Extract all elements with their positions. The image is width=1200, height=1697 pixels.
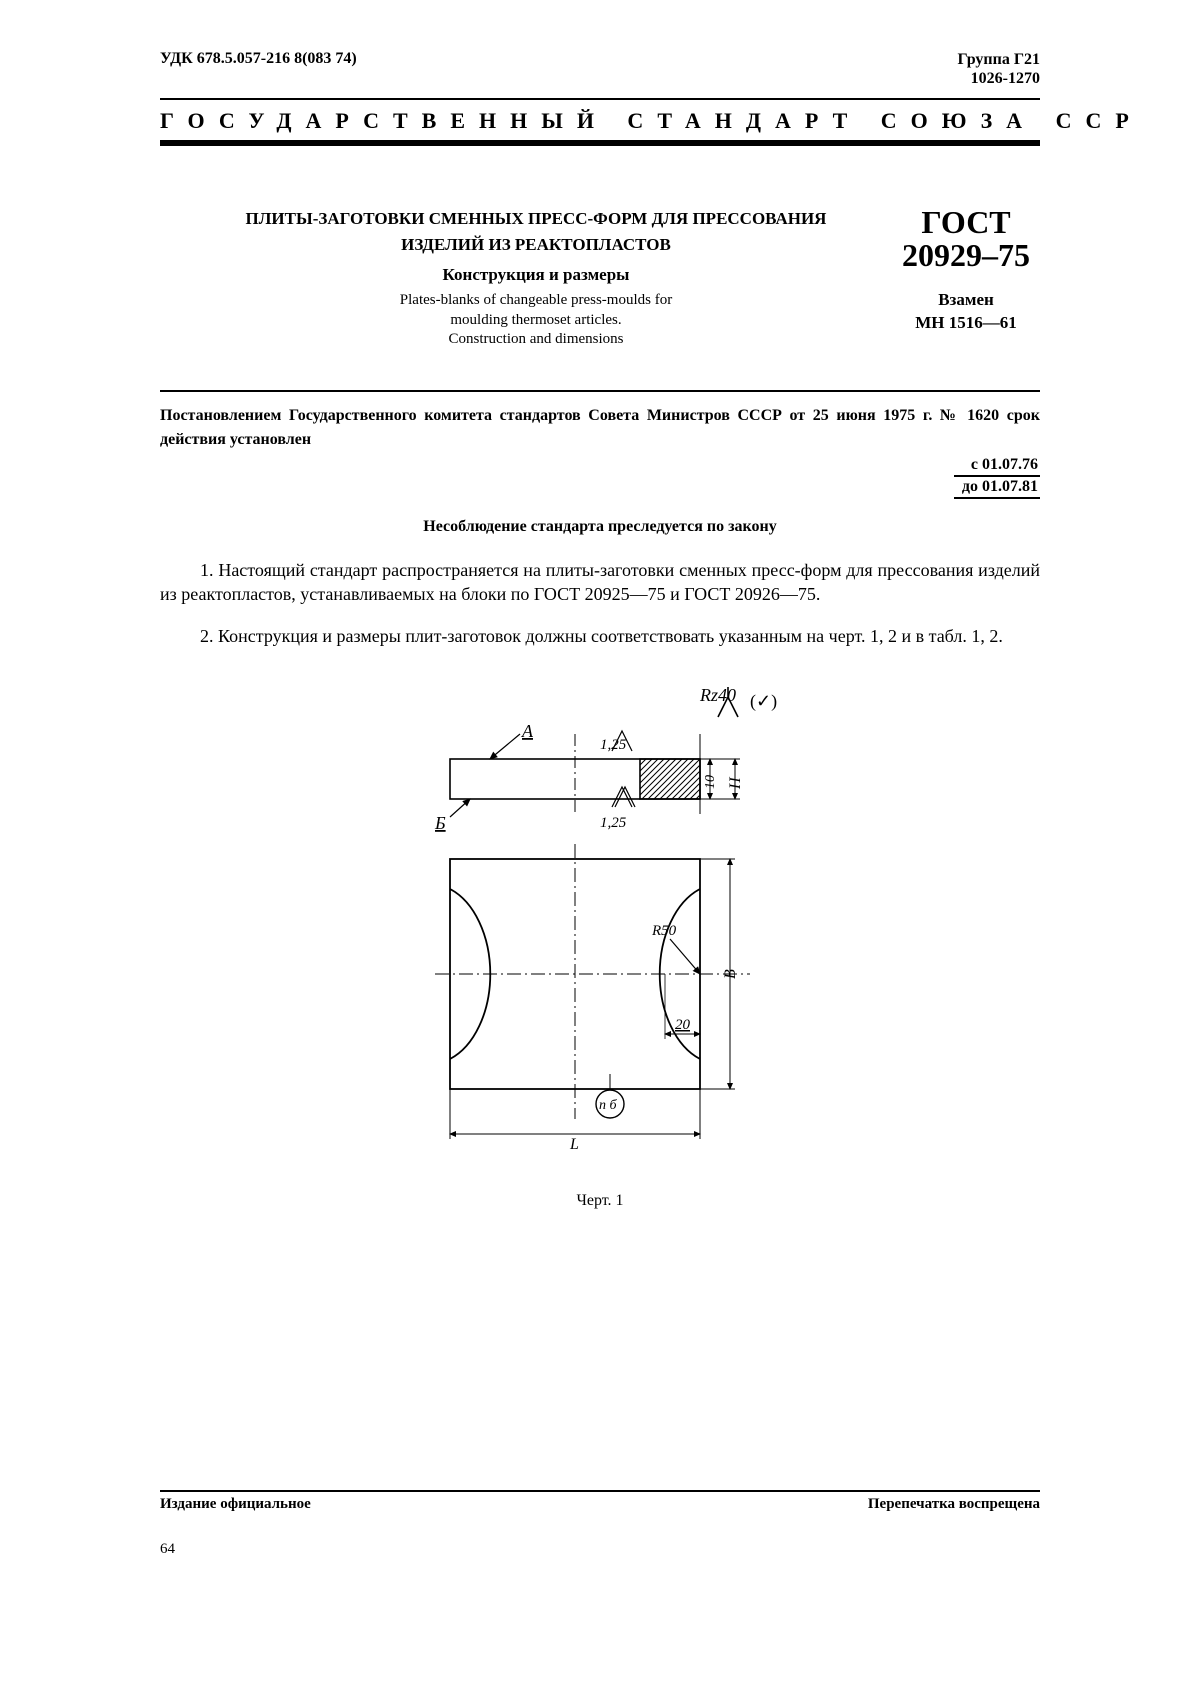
udk-code: УДК 678.5.057-216 8(083 74) bbox=[160, 50, 357, 68]
paragraph-1: 1. Настоящий стандарт распространяется н… bbox=[160, 558, 1040, 607]
standard-banner: ГОСУДАРСТВЕННЫЙ СТАНДАРТ СОЮЗА ССР bbox=[160, 98, 1040, 146]
dim-125-top: 1,25 bbox=[600, 737, 627, 753]
header-right: Группа Г21 1026-1270 bbox=[958, 50, 1040, 88]
title-en-2: moulding thermoset articles. bbox=[450, 312, 621, 328]
law-warning: Несоблюдение стандарта преследуется по з… bbox=[160, 500, 1040, 536]
check-symbol: (✓) bbox=[750, 691, 777, 712]
dim-10: 10 bbox=[703, 775, 718, 789]
dim-R50: R50 bbox=[651, 923, 677, 939]
footer-divider bbox=[160, 1490, 1040, 1492]
title-block: ПЛИТЫ-ЗАГОТОВКИ СМЕННЫХ ПРЕСС-ФОРМ ДЛЯ П… bbox=[160, 206, 1040, 350]
date-from: с 01.07.76 bbox=[954, 456, 1040, 477]
paragraph-2: 2. Конструкция и размеры плит-заготовок … bbox=[160, 624, 1040, 648]
title-line-2: ИЗДЕЛИЙ ИЗ РЕАКТОПЛАСТОВ bbox=[401, 235, 671, 254]
dim-nb: n б bbox=[599, 1098, 618, 1113]
footer-right: Перепечатка воспрещена bbox=[868, 1496, 1040, 1513]
replace-number: МН 1516—61 bbox=[915, 313, 1017, 332]
plan-view: R50 20 B n б L bbox=[435, 844, 750, 1153]
dim-20: 20 bbox=[675, 1017, 691, 1033]
diagram-container: Rz40 (✓) А Б 1,25 bbox=[160, 679, 1040, 1210]
decree-text: Постановлением Государственного комитета… bbox=[160, 404, 1040, 452]
footer-row: Издание официальное Перепечатка воспреще… bbox=[160, 1496, 1040, 1513]
gost-replace: Взамен МН 1516—61 bbox=[902, 288, 1030, 336]
title-en-1: Plates-blanks of changeable press-moulds… bbox=[400, 292, 672, 308]
replace-label: Взамен bbox=[938, 290, 994, 309]
label-A: А bbox=[521, 721, 534, 741]
side-view: А Б 1,25 1,25 10 H bbox=[434, 721, 744, 833]
dim-L: L bbox=[569, 1136, 579, 1153]
technical-drawing: Rz40 (✓) А Б 1,25 bbox=[390, 679, 810, 1179]
title-english: Plates-blanks of changeable press-moulds… bbox=[200, 291, 872, 350]
range-code: 1026-1270 bbox=[958, 69, 1040, 88]
dim-H: H bbox=[727, 776, 744, 790]
footer-left: Издание официальное bbox=[160, 1496, 311, 1513]
divider-1 bbox=[160, 390, 1040, 392]
figure-caption: Черт. 1 bbox=[160, 1192, 1040, 1210]
label-B: Б bbox=[434, 813, 446, 833]
title-line-1: ПЛИТЫ-ЗАГОТОВКИ СМЕННЫХ ПРЕСС-ФОРМ ДЛЯ П… bbox=[246, 209, 827, 228]
surface-finish-symbol: Rz40 (✓) bbox=[699, 685, 777, 717]
title-subtitle: Конструкция и размеры bbox=[200, 265, 872, 285]
dim-125-bot: 1,25 bbox=[600, 815, 627, 831]
title-en-3: Construction and dimensions bbox=[449, 331, 624, 347]
title-main: ПЛИТЫ-ЗАГОТОВКИ СМЕННЫХ ПРЕСС-ФОРМ ДЛЯ П… bbox=[200, 206, 872, 257]
group-code: Группа Г21 bbox=[958, 50, 1040, 69]
validity-dates: с 01.07.76 до 01.07.81 bbox=[954, 456, 1040, 500]
gost-label: ГОСТ bbox=[902, 206, 1030, 238]
date-to: до 01.07.81 bbox=[954, 478, 1040, 499]
dim-B-width: B bbox=[722, 969, 739, 979]
page-number: 64 bbox=[160, 1541, 1040, 1558]
title-left: ПЛИТЫ-ЗАГОТОВКИ СМЕННЫХ ПРЕСС-ФОРМ ДЛЯ П… bbox=[160, 206, 872, 350]
header-row: УДК 678.5.057-216 8(083 74) Группа Г21 1… bbox=[160, 50, 1040, 88]
gost-number: 20929–75 bbox=[902, 238, 1030, 273]
gost-block: ГОСТ 20929–75 Взамен МН 1516—61 bbox=[872, 206, 1040, 335]
